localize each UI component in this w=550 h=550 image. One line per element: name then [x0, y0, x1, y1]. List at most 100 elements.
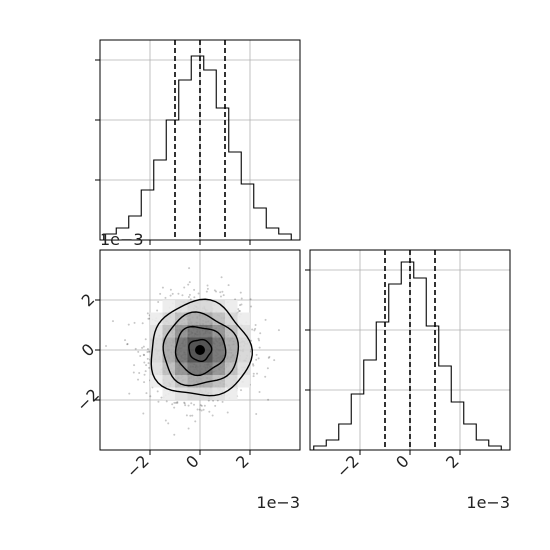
joint-density-cell [138, 288, 151, 301]
joint-density-cell [225, 375, 238, 388]
joint-point [156, 390, 159, 393]
joint-point [273, 359, 276, 362]
joint-point [143, 381, 146, 384]
joint-point [200, 404, 203, 407]
joint-density-cell [237, 312, 250, 325]
joint-density-cell [163, 288, 176, 301]
joint-density-cell [175, 362, 188, 375]
histogram-y-quantile-lines [384, 250, 436, 450]
joint-point [176, 401, 179, 404]
joint-point [189, 298, 192, 301]
joint-point [251, 328, 254, 331]
joint-density-cell [238, 288, 251, 301]
joint-point [221, 290, 224, 293]
joint-point [250, 339, 253, 342]
joint-density-cell [200, 362, 213, 375]
joint-density-cell [225, 288, 238, 301]
joint-point [221, 400, 224, 403]
joint-point [196, 408, 199, 411]
joint-point [187, 283, 190, 286]
joint-ytick-label: −2 [73, 385, 103, 415]
joint-point [183, 402, 186, 405]
joint-point [194, 420, 197, 423]
joint-density-cell [200, 387, 213, 400]
joint-density-cell [138, 300, 151, 313]
joint-density-cell [188, 288, 201, 301]
joint-density-cell [150, 350, 163, 363]
joint-density-cell [250, 313, 263, 326]
joint-point [237, 308, 240, 311]
joint-point [183, 286, 186, 289]
joint-density-cell [238, 300, 251, 313]
joint-point [144, 370, 147, 373]
hist-y-bin-1 [326, 440, 339, 450]
hist-y-bin-8 [414, 278, 427, 450]
hist-x-bin-10 [229, 152, 242, 240]
joint-point [177, 292, 180, 295]
joint-density-cell [250, 388, 263, 401]
joint-density-cell [187, 362, 200, 375]
joint-point [169, 294, 172, 297]
joint-point [219, 295, 222, 298]
hist-y-bin-0 [314, 446, 327, 450]
joint-point [133, 364, 136, 367]
joint-density-cell [162, 337, 175, 350]
joint-density-cell [213, 288, 226, 301]
joint-density-cell [150, 362, 163, 375]
joint-point [239, 291, 242, 294]
joint-point [188, 293, 191, 296]
joint-point [143, 361, 146, 364]
histogram-y-grid [310, 250, 510, 450]
joint-point [227, 284, 230, 287]
joint-density-cell [188, 400, 201, 413]
joint-density-cell [212, 350, 225, 363]
joint-contour-1.5σ [162, 311, 240, 387]
joint-density-cell [138, 313, 151, 326]
joint-point [137, 350, 140, 353]
joint-point [215, 290, 218, 293]
joint-point [188, 281, 191, 284]
joint-point [165, 400, 168, 403]
joint-point [185, 414, 188, 417]
joint-point [167, 422, 170, 425]
joint-density-cell [175, 288, 188, 301]
hist-y-bin-9 [426, 326, 439, 450]
joint-point [138, 371, 141, 374]
joint-point [146, 357, 149, 360]
joint-point [139, 355, 142, 358]
joint-point [212, 399, 215, 402]
joint-point [193, 288, 196, 291]
joint-point [193, 403, 196, 406]
joint-point [145, 364, 148, 367]
joint-point [264, 318, 267, 321]
joint-x-tick-labels: −2 0 2 [123, 451, 253, 481]
joint-point [264, 375, 267, 378]
joint-point [220, 276, 223, 279]
joint-density-cell [200, 325, 213, 338]
joint-point [143, 354, 146, 357]
joint-density-cell [175, 375, 188, 388]
joint-point [199, 404, 202, 407]
joint-density-cell [138, 400, 151, 413]
joint-density-cell [250, 363, 263, 376]
joint-point [149, 395, 152, 398]
hist-y-bin-6 [389, 284, 402, 450]
joint-point [208, 410, 211, 413]
hist-x-bin-11 [241, 184, 254, 240]
hist-y-bin-7 [401, 262, 414, 450]
joint-point [267, 356, 270, 359]
joint-density-cell [212, 312, 225, 325]
joint-point [258, 391, 261, 394]
joint-point [173, 401, 176, 404]
histogram-y-x-offset-label: 1e−3 [466, 493, 510, 512]
joint-contours [150, 298, 253, 397]
joint-point [193, 296, 196, 299]
joint-point [239, 304, 242, 307]
joint-point [147, 317, 150, 320]
joint-density-cell [237, 337, 250, 350]
joint-density-cell [250, 325, 263, 338]
joint-point [159, 292, 162, 295]
joint-density-cell [225, 337, 238, 350]
joint-point [124, 339, 127, 342]
